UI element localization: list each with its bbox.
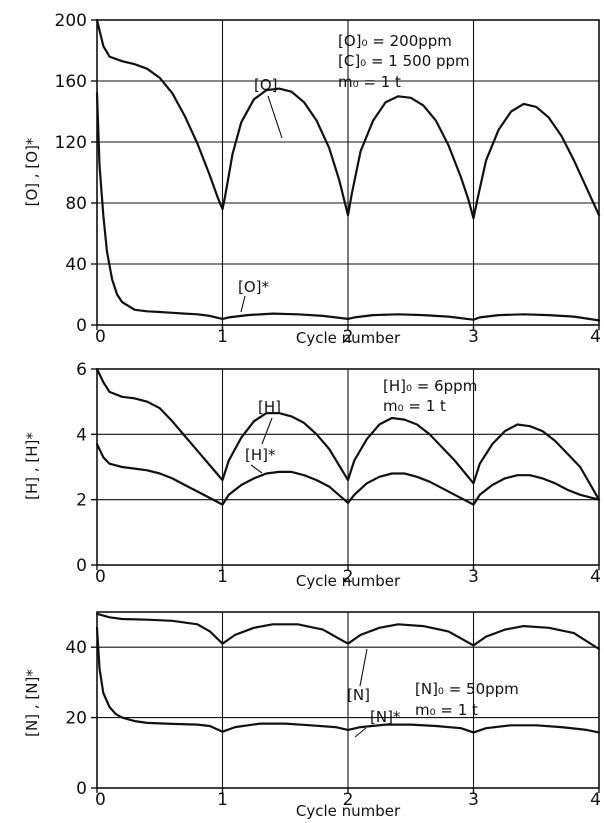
x-tick-label: 0 — [95, 327, 106, 347]
leader-line-nitrogen-star — [354, 727, 367, 738]
x-tick-labels: 0 1 2 3 4 — [95, 790, 601, 810]
series-lines — [95, 18, 601, 322]
x-axis-title: Cycle number — [296, 329, 401, 347]
y-tick-labels: 0 40 80 120 160 200 — [55, 11, 87, 336]
y-axis-title: [N] , [N]* — [23, 669, 41, 737]
leader-line-oxygen — [267, 95, 283, 139]
leader-line-hydrogen-star — [250, 464, 263, 474]
x-axis-title: Cycle number — [296, 802, 401, 820]
x-tick-label: 0 — [95, 790, 106, 810]
annotation-mass: m₀ = 1 t — [338, 73, 401, 91]
y-tick-label: 4 — [76, 425, 87, 445]
series-label-nitrogen-star: [N]* — [370, 708, 401, 726]
annotation-initial-hydrogen: [H]₀ = 6ppm — [383, 377, 477, 395]
series-line-nitrogen-star — [95, 626, 601, 734]
annotation-mass: m₀ = 1 t — [415, 701, 478, 719]
y-tick-label: 40 — [65, 255, 87, 275]
y-tick-labels: 0 20 40 — [65, 638, 87, 799]
x-tick-label: 2 — [343, 327, 354, 347]
y-tick-labels: 0 2 4 6 — [76, 360, 87, 576]
y-axis-title: [O] , [O]* — [23, 137, 41, 206]
x-tick-labels: 0 1 2 3 4 — [95, 327, 601, 347]
series-label-nitrogen: [N] — [347, 686, 370, 704]
x-tick-label: 3 — [468, 790, 479, 810]
y-tick-label: 200 — [55, 11, 87, 31]
x-tick-label: 1 — [217, 790, 228, 810]
gridlines — [97, 369, 599, 565]
x-tick-label: 1 — [217, 327, 228, 347]
x-tick-label: 1 — [217, 567, 228, 587]
y-tick-label: 0 — [76, 316, 87, 336]
panel-oxygen: 0 40 80 120 160 200 0 1 2 3 4 Cycle number [O] , … — [23, 11, 601, 347]
annotation-initial-nitrogen: [N]₀ = 50ppm — [415, 680, 519, 698]
panel-hydrogen: 0 2 4 6 0 1 2 3 4 Cycle number [H] , [H]* [H]₀ … — [23, 360, 601, 590]
series-line-nitrogen — [95, 612, 601, 651]
series-lines — [95, 367, 601, 506]
gridlines — [97, 20, 599, 325]
leader-line-hydrogen — [261, 417, 273, 445]
y-tick-label: 40 — [65, 638, 87, 658]
series-label-hydrogen: [H] — [258, 398, 281, 416]
x-tick-label: 3 — [468, 567, 479, 587]
leader-line-oxygen-star — [240, 295, 246, 313]
x-tick-label: 0 — [95, 567, 106, 587]
y-tick-label: 0 — [76, 779, 87, 799]
tick-marks — [91, 19, 600, 330]
x-tick-label: 4 — [590, 567, 601, 587]
series-lines — [95, 612, 601, 734]
y-tick-label: 160 — [55, 72, 87, 92]
series-label-oxygen: [O] — [254, 76, 278, 94]
y-tick-label: 80 — [65, 194, 87, 214]
series-line-hydrogen — [95, 367, 601, 501]
x-tick-label: 2 — [343, 567, 354, 587]
series-line-oxygen-star — [95, 92, 601, 322]
x-tick-label: 4 — [590, 327, 601, 347]
x-tick-label: 3 — [468, 327, 479, 347]
annotation-initial-oxygen: [O]₀ = 200ppm — [338, 32, 452, 50]
series-label-oxygen-star: [O]* — [238, 278, 270, 296]
y-axis-title: [H] , [H]* — [23, 432, 41, 500]
tick-marks — [91, 368, 600, 570]
x-tick-labels: 0 1 2 3 4 — [95, 567, 601, 587]
x-tick-label: 4 — [590, 790, 601, 810]
y-tick-label: 0 — [76, 556, 87, 576]
gridlines — [97, 612, 599, 788]
annotation-mass: m₀ = 1 t — [383, 397, 446, 415]
panel-nitrogen: 0 20 40 0 1 2 3 4 Cycle number [N] , [N]* [N]₀… — [23, 611, 601, 820]
x-axis-title: Cycle number — [296, 572, 401, 590]
y-tick-label: 20 — [65, 709, 87, 729]
annotation-initial-carbon: [C]₀ = 1 500 ppm — [338, 52, 470, 70]
y-tick-label: 120 — [55, 133, 87, 153]
x-tick-label: 2 — [343, 790, 354, 810]
tick-marks — [91, 646, 600, 793]
leader-line-nitrogen — [359, 648, 368, 687]
series-line-hydrogen-star — [95, 443, 601, 506]
y-tick-label: 6 — [76, 360, 87, 380]
y-tick-label: 2 — [76, 491, 87, 511]
series-line-oxygen — [95, 18, 601, 220]
series-label-hydrogen-star: [H]* — [245, 446, 276, 464]
